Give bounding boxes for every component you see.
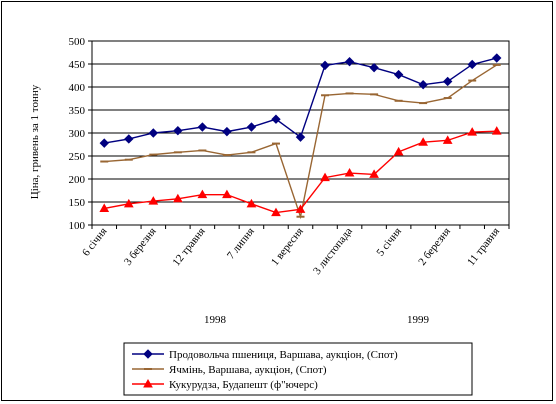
data-point — [222, 189, 232, 199]
year-labels: 1998 1999 — [204, 314, 430, 326]
data-point — [467, 127, 478, 136]
data-point — [418, 79, 428, 90]
y-tick-label: 500 — [69, 36, 86, 48]
legend-box — [123, 342, 473, 396]
series-2 — [100, 63, 501, 220]
y-tick-label: 200 — [69, 174, 86, 186]
series-1 — [99, 53, 502, 148]
data-point — [491, 126, 502, 135]
data-point — [99, 203, 110, 212]
data-point — [344, 168, 355, 177]
x-tick-label: 12 травня — [170, 225, 207, 268]
x-tick-label: 3 листопада — [311, 225, 355, 277]
year-label: 1998 — [204, 314, 227, 326]
data-point — [295, 132, 306, 142]
legend-label: Ячмінь, Варшава, аукціон, (Спот) — [169, 364, 327, 376]
data-point — [197, 122, 208, 132]
y-tick-label: 250 — [69, 151, 86, 163]
y-tick-label: 100 — [69, 220, 86, 232]
y-tick-label: 450 — [69, 59, 86, 71]
y-axis-ticks: 100 150 200 250 300 350 400 450 500 — [69, 36, 92, 232]
y-tick-label: 400 — [69, 82, 86, 94]
data-point — [99, 138, 109, 148]
data-point — [492, 53, 502, 63]
legend-label: Продовольча пшениця, Варшава, аукціон, (… — [169, 349, 398, 361]
y-tick-label: 300 — [69, 128, 86, 140]
data-point — [320, 60, 330, 71]
x-axis-ticks: 6 січня 3 березня 12 травня 7 липня 1 вересн… — [80, 225, 510, 277]
data-point — [320, 172, 330, 182]
legend: Продовольча пшениця, Варшава, аукціон, (… — [123, 342, 473, 396]
x-tick-label: 1 вересня — [269, 225, 306, 268]
legend-label: Кукурудза, Будапешт (ф"ючерс) — [169, 379, 318, 391]
legend-item: Кукурудза, Будапешт (ф"ючерс) — [132, 378, 318, 391]
year-label: 1999 — [407, 314, 430, 326]
data-point — [344, 56, 355, 67]
data-point — [442, 135, 453, 144]
data-point — [271, 114, 281, 124]
series-lines — [99, 53, 502, 220]
x-tick-label: 3 березня — [122, 225, 159, 267]
y-tick-label: 150 — [69, 197, 86, 209]
data-point — [143, 349, 153, 359]
data-point — [467, 59, 477, 70]
data-point — [197, 189, 208, 199]
legend-item: Продовольча пшениця, Варшава, аукціон, (… — [132, 349, 398, 361]
data-point — [172, 193, 183, 203]
x-tick-label: 7 липня — [225, 225, 257, 261]
data-point — [369, 169, 379, 178]
x-tick-label: 11 травня — [465, 225, 502, 268]
data-point — [222, 126, 232, 137]
data-point — [123, 198, 134, 208]
legend-item: Ячмінь, Варшава, аукціон, (Спот) — [132, 364, 327, 376]
y-tick-label: 350 — [69, 105, 86, 117]
data-point — [369, 62, 379, 73]
data-point — [148, 196, 159, 205]
data-point — [124, 134, 134, 144]
x-tick-label: 5 січня — [374, 225, 404, 258]
data-point — [246, 198, 257, 208]
y-axis-label: Ціна, гривень за 1 тонну — [29, 84, 41, 199]
data-point — [271, 207, 281, 217]
data-point — [393, 69, 404, 80]
x-tick-label: 2 березня — [416, 225, 453, 267]
data-point — [246, 122, 257, 132]
data-point — [173, 125, 183, 136]
gridlines — [92, 40, 509, 226]
data-point — [148, 128, 159, 138]
data-point — [143, 378, 153, 388]
series-3 — [99, 126, 502, 217]
data-point — [418, 137, 429, 146]
data-point — [295, 204, 306, 213]
data-point — [393, 146, 404, 156]
data-point — [442, 76, 453, 87]
